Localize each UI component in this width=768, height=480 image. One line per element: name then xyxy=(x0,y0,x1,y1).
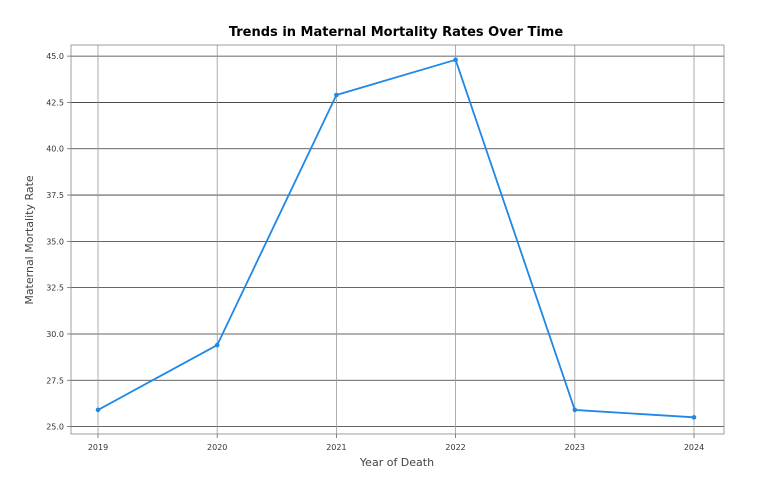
y-tick-label: 37.5 xyxy=(46,191,64,200)
grid xyxy=(71,45,724,434)
y-tick-label: 45.0 xyxy=(46,52,64,61)
data-point xyxy=(572,407,578,413)
x-axis-label: Year of Death xyxy=(359,456,434,469)
data-point xyxy=(214,342,220,348)
data-point xyxy=(95,407,101,413)
x-tick-label: 2019 xyxy=(88,443,108,452)
y-axis-ticks: 25.0 27.5 30.0 32.5 35.0 37.5 40.0 42.5 45.0 xyxy=(46,52,71,432)
y-axis-label: Maternal Mortality Rate xyxy=(23,175,36,305)
data-point xyxy=(691,415,697,420)
y-tick-label: 32.5 xyxy=(46,284,64,293)
y-tick-label: 35.0 xyxy=(46,237,64,246)
y-tick-label: 30.0 xyxy=(46,330,64,339)
x-tick-label: 2023 xyxy=(565,443,585,452)
y-tick-label: 27.5 xyxy=(46,376,64,385)
y-tick-label: 25.0 xyxy=(46,423,64,432)
x-tick-label: 2022 xyxy=(445,443,465,452)
chart-title: Trends in Maternal Mortality Rates Over … xyxy=(229,25,564,40)
series-layer xyxy=(95,57,697,420)
x-tick-label: 2021 xyxy=(326,443,346,452)
plot-frame xyxy=(70,44,725,435)
x-tick-label: 2020 xyxy=(207,443,227,452)
x-axis-ticks: 2019 2020 2021 2022 2023 2024 xyxy=(88,434,704,452)
x-tick-label: 2024 xyxy=(684,443,704,452)
data-point xyxy=(453,57,458,63)
y-tick-label: 42.5 xyxy=(46,98,64,107)
series-line xyxy=(97,58,695,419)
y-tick-label: 40.0 xyxy=(46,145,64,154)
data-point xyxy=(334,92,339,98)
